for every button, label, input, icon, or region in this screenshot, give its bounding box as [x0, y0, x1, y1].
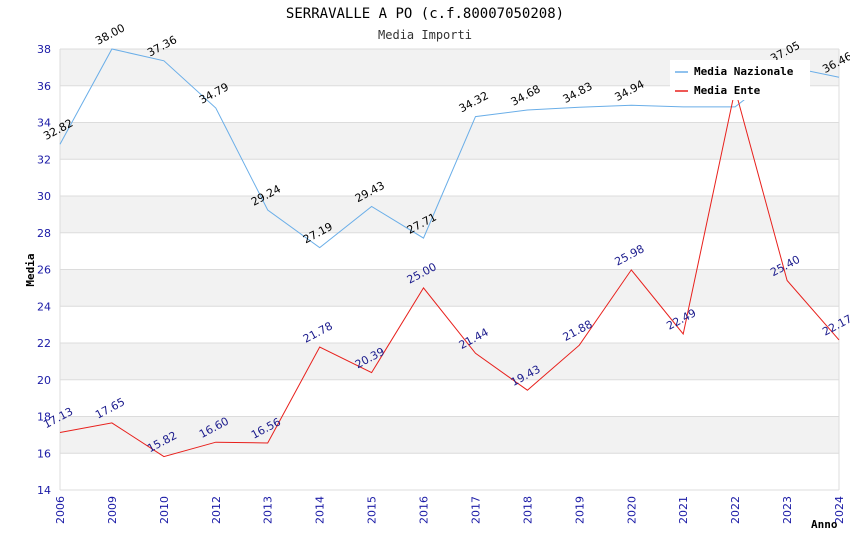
x-tick-label: 2014 [314, 496, 327, 524]
x-tick-label: 2022 [729, 496, 742, 524]
y-tick-label: 14 [37, 484, 51, 497]
x-tick-label: 2009 [106, 496, 119, 524]
y-tick-label: 20 [37, 374, 51, 387]
data-label-nazionale: 38.00 [93, 21, 127, 47]
data-label-ente: 22.49 [665, 306, 699, 332]
chart-subtitle: Media Importi [378, 28, 472, 42]
data-label-nazionale: 34.32 [457, 89, 491, 115]
x-axis-label: Anno [811, 518, 838, 531]
y-tick-label: 34 [37, 117, 51, 130]
data-label-ente: 21.78 [301, 319, 335, 345]
y-axis-ticks: 14 16 18 20 22 24 26 28 30 32 34 36 38 [37, 43, 51, 497]
x-tick-label: 2010 [158, 496, 171, 524]
data-label-ente: 21.88 [561, 318, 595, 344]
data-label-ente: 25.98 [613, 242, 647, 268]
x-tick-label: 2012 [210, 496, 223, 524]
gridlines [59, 48, 840, 491]
y-tick-label: 38 [37, 43, 51, 56]
chart-title: SERRAVALLE A PO (c.f.80007050208) [286, 6, 564, 22]
legend-label-nazionale: Media Nazionale [694, 65, 794, 78]
y-tick-label: 30 [37, 190, 51, 203]
y-tick-label: 32 [37, 153, 51, 166]
data-label-nazionale: 34.68 [509, 82, 543, 108]
x-tick-label: 2023 [781, 496, 794, 524]
x-tick-label: 2016 [418, 496, 431, 524]
x-tick-label: 2017 [469, 496, 482, 524]
data-label-ente: 22.17 [820, 312, 850, 338]
background-band [60, 416, 839, 454]
series-lines [59, 48, 840, 458]
x-tick-label: 2021 [677, 496, 690, 524]
background-bands [60, 49, 839, 454]
y-tick-label: 28 [37, 227, 51, 240]
legend-box [670, 60, 810, 100]
y-tick-label: 36 [37, 80, 51, 93]
y-tick-label: 16 [37, 447, 51, 460]
x-tick-label: 2024 [833, 496, 846, 524]
line-media-ente [59, 89, 840, 458]
x-tick-label: 2013 [262, 496, 275, 524]
y-tick-label: 22 [37, 337, 51, 350]
x-tick-label: 2015 [366, 496, 379, 524]
x-tick-label: 2006 [54, 496, 67, 524]
y-tick-label: 26 [37, 264, 51, 277]
x-tick-label: 2019 [573, 496, 586, 524]
legend-label-ente: Media Ente [694, 84, 761, 97]
line-media-nazionale [59, 48, 840, 249]
y-tick-label: 24 [37, 300, 51, 313]
legend: Media Nazionale Media Ente [670, 60, 810, 100]
background-band [60, 343, 839, 380]
x-axis-ticks: 2006 2009 2010 2012 2013 2014 2015 2016 2017 2018… [54, 496, 846, 524]
background-band [60, 122, 839, 160]
background-band [60, 196, 839, 233]
background-band [60, 269, 839, 307]
x-tick-label: 2018 [521, 496, 534, 524]
y-tick-label: 18 [37, 411, 51, 424]
x-tick-label: 2020 [625, 496, 638, 524]
y-axis-label: Media [24, 253, 37, 286]
